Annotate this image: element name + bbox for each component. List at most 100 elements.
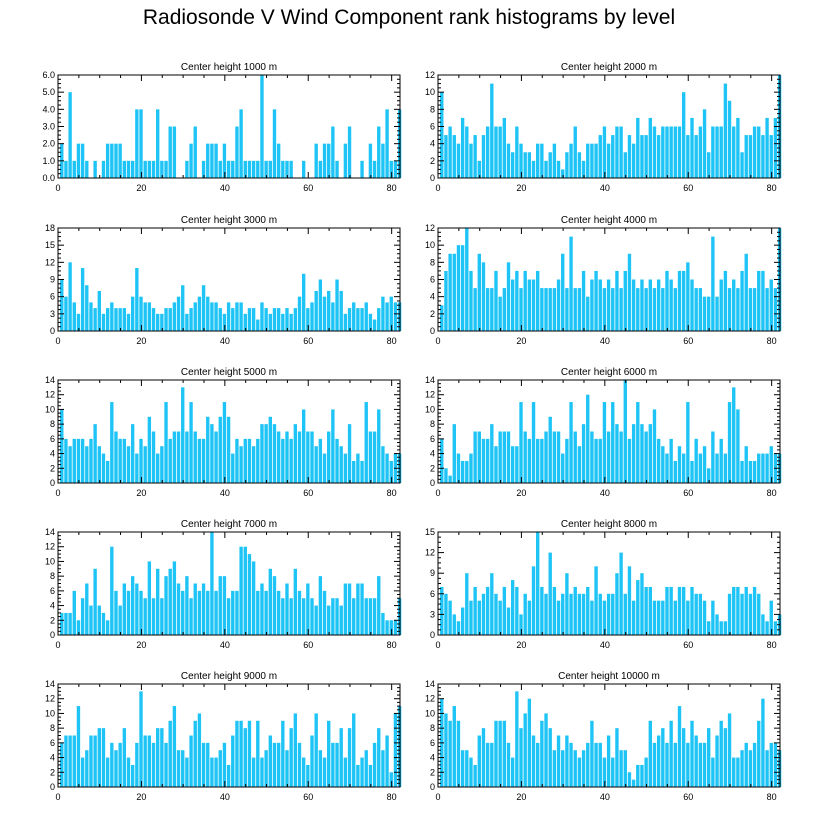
bar bbox=[72, 160, 76, 178]
bar bbox=[218, 160, 222, 178]
y-tick-label: 10 bbox=[425, 240, 435, 250]
bar bbox=[377, 576, 381, 635]
bar bbox=[189, 143, 193, 178]
bar bbox=[561, 169, 565, 178]
bar bbox=[686, 135, 690, 178]
bar bbox=[352, 598, 356, 635]
bar bbox=[623, 593, 627, 635]
bar bbox=[490, 83, 494, 178]
bar bbox=[656, 600, 661, 635]
bar bbox=[60, 742, 64, 787]
bar bbox=[352, 302, 356, 331]
bar bbox=[661, 600, 665, 635]
bar bbox=[515, 270, 519, 331]
bar bbox=[498, 720, 502, 787]
bar bbox=[260, 583, 264, 635]
bar bbox=[385, 453, 389, 483]
bar bbox=[540, 720, 544, 787]
bar bbox=[698, 453, 703, 483]
bar bbox=[581, 750, 586, 787]
y-tick-label: 2 bbox=[50, 767, 55, 777]
bar bbox=[648, 586, 652, 635]
bar bbox=[465, 126, 469, 178]
x-tick-label: 0 bbox=[55, 488, 60, 498]
bar bbox=[318, 438, 323, 483]
bar bbox=[460, 607, 465, 635]
bar bbox=[757, 720, 761, 787]
bar bbox=[147, 735, 152, 787]
y-tick-label: 4 bbox=[430, 292, 435, 302]
y-tick-label: 8 bbox=[430, 104, 435, 114]
bar bbox=[586, 742, 590, 787]
bar bbox=[652, 600, 657, 635]
bar bbox=[189, 308, 193, 331]
bar bbox=[452, 614, 456, 635]
bar bbox=[64, 438, 68, 483]
bar bbox=[686, 600, 690, 635]
x-tick-label: 20 bbox=[516, 488, 526, 498]
bar bbox=[260, 302, 264, 331]
bar bbox=[385, 109, 389, 178]
bar bbox=[256, 590, 260, 635]
bar bbox=[673, 600, 678, 635]
bar bbox=[226, 598, 231, 635]
bar bbox=[93, 424, 97, 483]
bar bbox=[239, 446, 243, 483]
bar bbox=[481, 135, 486, 178]
bar bbox=[548, 288, 552, 331]
bar bbox=[594, 143, 598, 178]
chart-panel-5: Center height 5000 m 0 20 40 60 80 0 2 4 6 8 10 12 14 bbox=[45, 367, 402, 498]
bar bbox=[372, 160, 377, 178]
bar bbox=[748, 135, 753, 178]
bar bbox=[494, 720, 498, 787]
bar bbox=[673, 742, 678, 787]
bar bbox=[293, 713, 298, 787]
y-tick-label: 10 bbox=[425, 404, 435, 414]
bar bbox=[640, 135, 644, 178]
y-tick-label: 12 bbox=[45, 390, 55, 400]
bar bbox=[239, 720, 243, 787]
bar bbox=[669, 720, 673, 787]
bar bbox=[368, 313, 373, 331]
bar bbox=[540, 143, 544, 178]
y-tick-label: 15 bbox=[425, 527, 435, 537]
bar bbox=[523, 593, 527, 635]
bar bbox=[502, 720, 507, 787]
bar bbox=[235, 126, 239, 178]
bar bbox=[548, 416, 552, 483]
bar bbox=[276, 742, 281, 787]
bar bbox=[139, 590, 143, 635]
bar bbox=[314, 605, 318, 635]
bar bbox=[193, 583, 197, 635]
bar bbox=[485, 742, 490, 787]
bar bbox=[631, 279, 636, 331]
bar bbox=[101, 612, 106, 635]
bar bbox=[481, 728, 486, 787]
bar bbox=[552, 288, 557, 331]
bar bbox=[377, 409, 381, 483]
bar bbox=[544, 288, 548, 331]
bar bbox=[656, 135, 661, 178]
x-tick-label: 0 bbox=[55, 183, 60, 193]
bar bbox=[465, 750, 469, 787]
bar bbox=[176, 296, 181, 331]
bar bbox=[335, 279, 339, 331]
bar bbox=[72, 438, 76, 483]
bar bbox=[226, 416, 231, 483]
bar bbox=[765, 750, 769, 787]
bar bbox=[548, 152, 552, 178]
bar bbox=[556, 735, 561, 787]
bar bbox=[452, 253, 456, 331]
bar bbox=[122, 160, 127, 178]
bar bbox=[243, 546, 247, 635]
bar bbox=[360, 308, 364, 331]
bar bbox=[719, 126, 723, 178]
y-tick-label: 6.0 bbox=[42, 70, 55, 80]
bar bbox=[343, 757, 348, 787]
bar bbox=[385, 620, 389, 635]
bar bbox=[314, 143, 318, 178]
y-tick-label: 8 bbox=[50, 571, 55, 581]
bar bbox=[206, 143, 210, 178]
bar bbox=[97, 728, 101, 787]
bar bbox=[644, 288, 648, 331]
